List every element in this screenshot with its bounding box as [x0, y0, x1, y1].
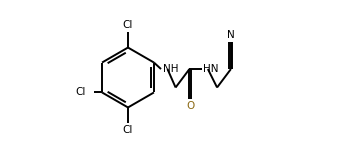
Text: N: N	[227, 30, 235, 40]
Text: HN: HN	[203, 64, 219, 74]
Text: Cl: Cl	[123, 20, 133, 30]
Text: O: O	[186, 102, 195, 111]
Text: Cl: Cl	[75, 87, 86, 97]
Text: NH: NH	[162, 64, 178, 74]
Text: Cl: Cl	[123, 125, 133, 135]
